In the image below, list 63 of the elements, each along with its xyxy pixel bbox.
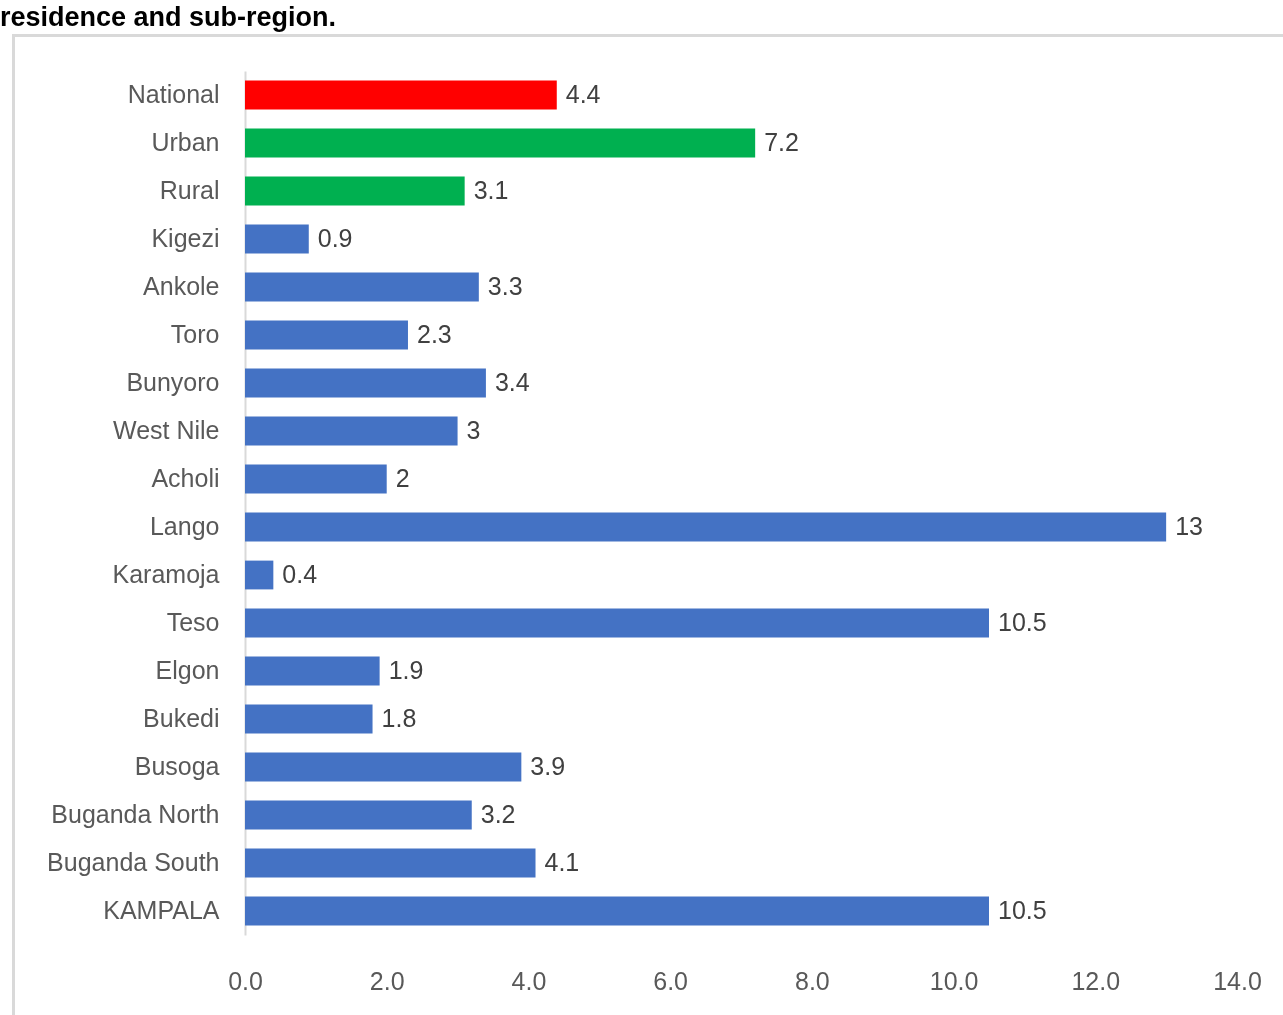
x-tick-label: 4.0 [511,966,547,995]
bar [245,224,309,254]
y-tick-label: Karamoja [112,560,220,588]
bar [245,704,373,734]
data-label: 0.4 [282,560,318,588]
y-tick-label: Busoga [134,752,220,780]
y-tick-label: Ankole [143,272,220,300]
x-tick-label: 14.0 [1213,966,1262,995]
y-tick-label: Urban [151,128,220,156]
bar [245,608,989,638]
y-tick-label: Lango [149,512,220,540]
data-label: 0.9 [317,224,353,252]
x-tick-label: 2.0 [369,966,405,995]
data-label: 13 [1175,512,1203,540]
bar [245,272,479,302]
bar [245,848,536,878]
bar [245,416,458,446]
y-tick-label: Acholi [151,464,220,492]
data-label: 10.5 [998,608,1047,636]
data-label: 10.5 [998,896,1047,924]
x-tick-label: 6.0 [653,966,689,995]
bar [245,512,1167,542]
data-label: 1.9 [388,656,424,684]
y-tick-label: National [127,80,220,108]
bar [245,800,472,830]
bar [245,80,557,110]
bar [245,752,522,782]
y-tick-label: KAMPALA [103,896,220,924]
data-label: 2 [395,464,410,492]
data-label: 3.1 [473,176,509,204]
bar [245,128,756,158]
y-tick-label: Rural [159,176,220,204]
x-tick-label: 0.0 [228,966,263,995]
data-label: 2.3 [416,320,452,348]
data-label: 4.4 [565,80,601,108]
bar [245,896,989,926]
y-tick-label: Toro [170,320,220,348]
bar [245,320,408,350]
y-tick-label: West Nile [112,416,220,444]
bar [245,176,465,206]
x-tick-label: 8.0 [794,966,830,995]
chart-title: residence and sub-region. [0,2,337,33]
x-tick-label: 10.0 [929,966,979,995]
data-label: 3.2 [480,800,516,828]
y-tick-label: Buganda South [47,848,220,876]
y-tick-label: Buganda North [51,800,220,828]
bar [245,368,486,398]
data-label: 3 [466,416,481,444]
x-tick-label: 12.0 [1071,966,1121,995]
data-label: 1.8 [381,704,417,732]
data-label: 4.1 [544,848,580,876]
bar [245,464,387,494]
y-tick-label: Kigezi [151,224,220,252]
data-label: 3.9 [530,752,566,780]
y-tick-label: Bunyoro [126,368,220,396]
y-tick-label: Bukedi [143,704,220,732]
data-label: 7.2 [764,128,799,156]
bar [245,656,380,686]
y-tick-label: Elgon [155,656,220,684]
y-tick-label: Teso [166,608,220,636]
data-label: 3.4 [494,368,530,396]
bar [245,560,274,590]
data-label: 3.3 [487,272,523,300]
